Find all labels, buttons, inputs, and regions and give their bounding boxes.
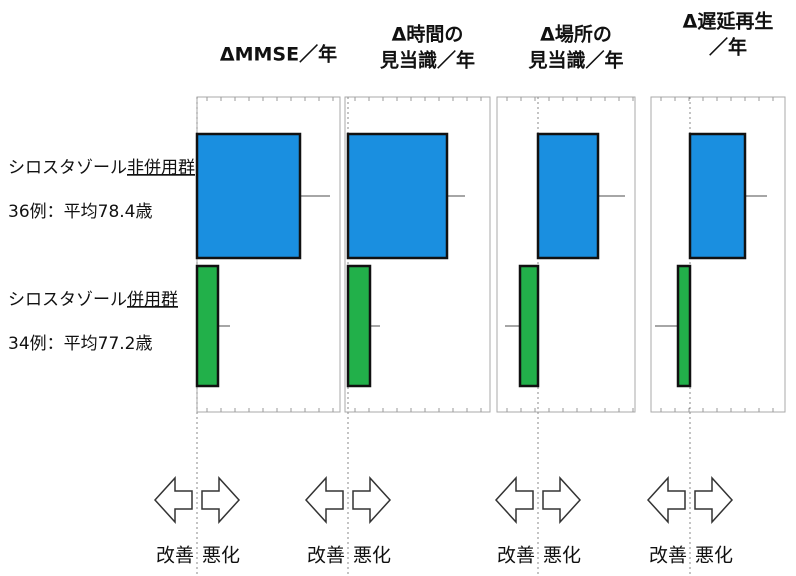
- bar: [688, 132, 747, 260]
- arrow-left: [494, 476, 534, 524]
- panel-frame: [344, 96, 491, 413]
- row-detail: 34例：平均77.2歳: [8, 334, 152, 354]
- bar: [346, 264, 372, 388]
- arrow-right: [542, 476, 582, 524]
- panel-frame: [650, 96, 786, 413]
- direction-label: 悪化: [353, 545, 391, 567]
- row-label: シロスタゾール非併用群: [8, 158, 195, 178]
- bar: [195, 132, 302, 260]
- panel-title: Δ遅延再生: [683, 10, 774, 33]
- direction-label: 悪化: [543, 545, 581, 567]
- panel-title: Δ時間の: [392, 24, 464, 46]
- row-label: シロスタゾール併用群: [8, 290, 178, 310]
- row-name: シロスタゾール: [8, 158, 127, 178]
- direction-label: 改善: [649, 545, 687, 567]
- bar: [536, 132, 600, 260]
- panel-title: Δ場所の: [540, 24, 612, 46]
- direction-label: 改善: [497, 545, 535, 567]
- panel-title: ／年: [709, 36, 747, 59]
- direction-label: 悪化: [202, 545, 240, 567]
- row-detail: 36例：平均78.4歳: [8, 202, 152, 222]
- bar: [518, 264, 540, 388]
- panel-title: 見当識／年: [380, 49, 475, 72]
- panel-title: ΔMMSE／年: [220, 43, 337, 66]
- bar: [346, 132, 449, 260]
- direction-label: 改善: [156, 545, 194, 567]
- row-name: シロスタゾール: [8, 290, 127, 310]
- panel-frame: [496, 96, 636, 413]
- arrow-left: [304, 476, 344, 524]
- arrow-right: [201, 476, 241, 524]
- arrow-right: [694, 476, 734, 524]
- row-group: 非併用群: [127, 158, 195, 178]
- arrow-left: [153, 476, 193, 524]
- arrow-right: [352, 476, 392, 524]
- bar: [195, 264, 220, 388]
- panel-title: 見当識／年: [528, 49, 623, 72]
- direction-label: 改善: [307, 545, 345, 567]
- direction-label: 悪化: [695, 545, 733, 567]
- row-group: 併用群: [127, 290, 178, 310]
- bar: [676, 264, 692, 388]
- arrow-left: [646, 476, 686, 524]
